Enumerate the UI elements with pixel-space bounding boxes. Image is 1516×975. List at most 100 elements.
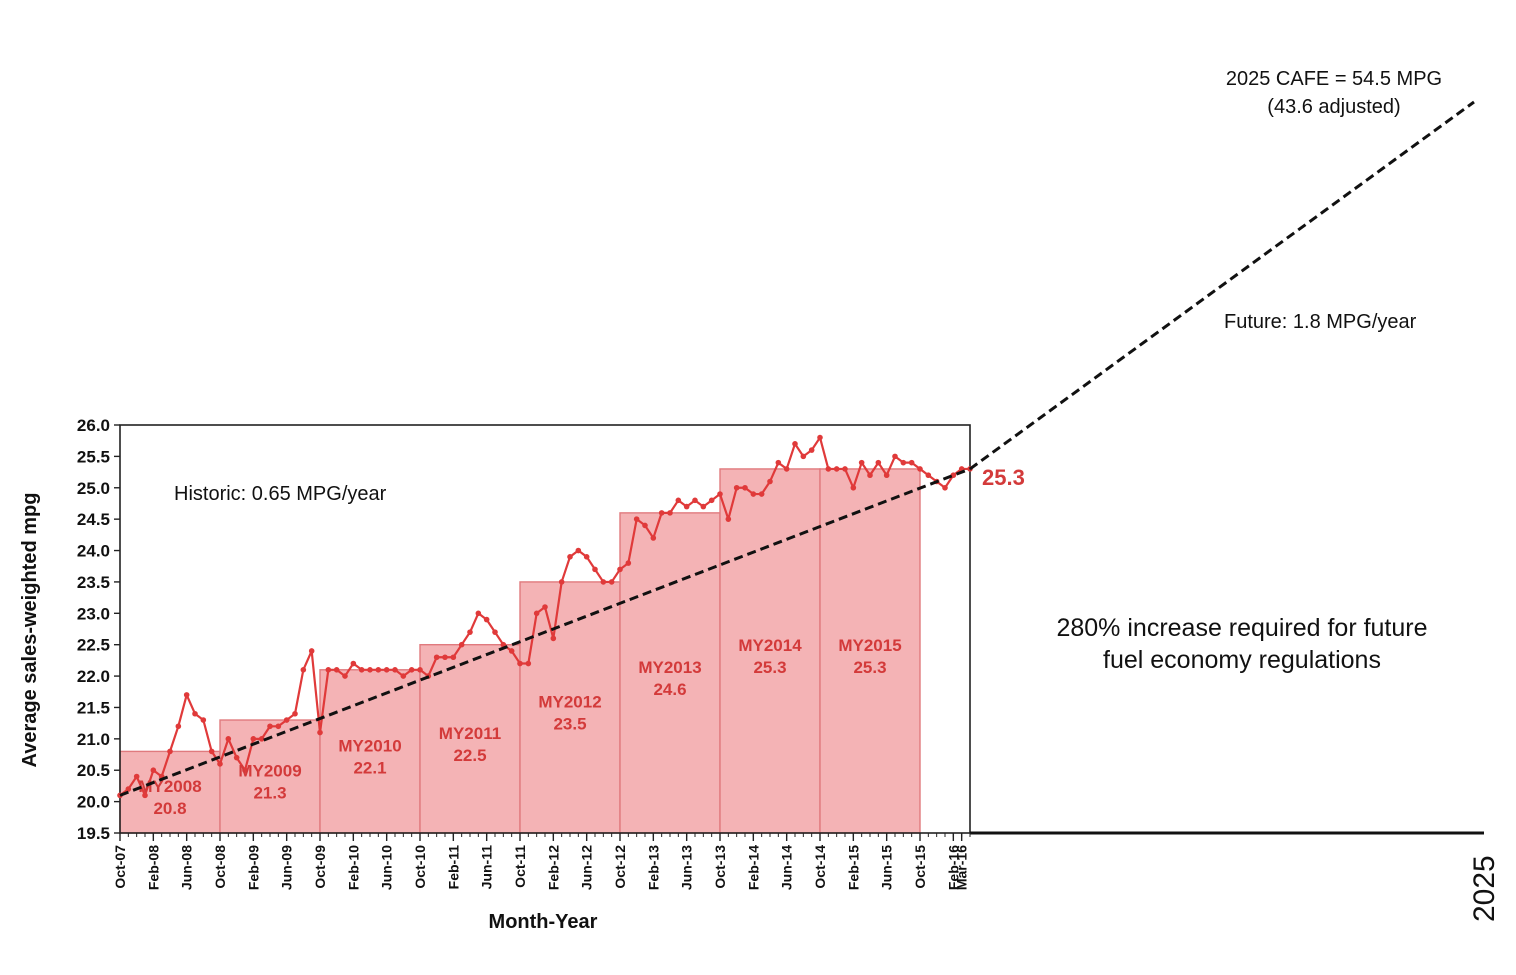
monthly-mpg-point — [250, 736, 257, 742]
monthly-mpg-point — [292, 710, 298, 717]
model-year-name-0: MY2008 — [138, 777, 201, 796]
monthly-mpg-point — [683, 503, 690, 510]
monthly-mpg-series — [117, 434, 973, 799]
model-year-name-2: MY2010 — [338, 736, 401, 755]
model-year-bars — [119, 468, 921, 834]
x-tick-label: Feb-12 — [545, 845, 561, 890]
model-year-name-4: MY2012 — [538, 692, 601, 711]
monthly-mpg-point — [275, 723, 282, 730]
monthly-mpg-point — [533, 610, 540, 617]
monthly-mpg-point — [817, 434, 823, 441]
x-tick-label: Feb-10 — [345, 845, 361, 890]
monthly-mpg-point — [442, 654, 448, 661]
monthly-mpg-point — [900, 459, 907, 466]
future-rate-annotation: Future: 1.8 MPG/year — [1224, 311, 1417, 333]
x-tick-label: Feb-15 — [845, 845, 861, 890]
x-tick-label: Oct-13 — [712, 845, 728, 889]
x-axis: Oct-07 Feb-08 Jun-08 Oct-08 Feb-09 Jun-09 Oct-… — [112, 833, 971, 890]
monthly-mpg-point — [650, 535, 657, 541]
monthly-mpg-point — [833, 466, 840, 472]
monthly-mpg-point — [858, 459, 865, 466]
model-year-value-0: 20.8 — [153, 799, 186, 818]
increase-annotation-line1: 280% increase required for future — [1056, 614, 1427, 642]
monthly-mpg-point — [658, 510, 665, 516]
monthly-mpg-point — [750, 491, 757, 497]
monthly-mpg-point — [408, 667, 415, 673]
y-axis-label: Average sales-weighted mpg — [19, 493, 41, 768]
monthly-mpg-point — [542, 604, 548, 610]
monthly-mpg-point — [725, 516, 732, 522]
monthly-mpg-point — [525, 660, 532, 667]
x-tick-label: Jun-14 — [779, 845, 795, 890]
x-tick-label: Feb-08 — [145, 845, 161, 890]
model-year-value-5: 24.6 — [653, 680, 686, 699]
historic-rate-annotation: Historic: 0.65 MPG/year — [174, 483, 387, 505]
monthly-mpg-point — [142, 792, 148, 799]
monthly-mpg-point — [133, 773, 140, 780]
monthly-mpg-point — [150, 767, 157, 774]
x-tick-label: Oct-11 — [512, 845, 528, 888]
y-tick-label: 26.0 — [77, 416, 110, 435]
monthly-mpg-point — [208, 748, 215, 755]
monthly-mpg-point — [458, 641, 465, 648]
cafe-adjusted-annotation: (43.6 adjusted) — [1267, 96, 1400, 118]
monthly-mpg-point — [708, 497, 715, 504]
monthly-mpg-point — [908, 459, 915, 466]
monthly-mpg-point — [467, 629, 473, 635]
x-tick-label: Mar-16 — [954, 845, 970, 890]
monthly-mpg-point — [400, 673, 407, 679]
model-year-name-3: MY2011 — [439, 724, 501, 743]
y-tick-label: 19.5 — [77, 824, 110, 843]
x-tick-label: Feb-16 — [945, 845, 961, 890]
model-year-value-7: 25.3 — [853, 658, 886, 677]
monthly-mpg-point — [775, 459, 782, 466]
y-tick-label: 20.0 — [77, 793, 110, 812]
monthly-mpg-point — [875, 459, 882, 466]
monthly-mpg-point — [783, 466, 790, 472]
monthly-mpg-point — [808, 447, 815, 453]
model-year-bar-my2008 — [119, 750, 221, 834]
current-value-label: 25.3 — [982, 465, 1025, 490]
monthly-mpg-point — [617, 566, 623, 573]
monthly-mpg-point — [842, 466, 848, 472]
model-year-name-1: MY2009 — [238, 762, 301, 781]
monthly-mpg-point — [825, 466, 832, 472]
x-tick-label: Oct-10 — [412, 845, 428, 889]
cafe-target-annotation: 2025 CAFE = 54.5 MPG — [1226, 68, 1442, 90]
monthly-mpg-point — [892, 453, 898, 460]
monthly-mpg-point — [317, 729, 323, 736]
x-tick-label: Feb-11 — [445, 845, 461, 890]
model-year-name-5: MY2013 — [638, 658, 701, 677]
trend-lines — [119, 100, 1475, 797]
monthly-mpg-point — [200, 717, 207, 723]
monthly-mpg-point — [492, 629, 498, 635]
monthly-mpg-point — [367, 667, 373, 673]
monthly-mpg-point — [192, 710, 198, 717]
monthly-mpg-point — [575, 547, 582, 554]
y-tick-label: 22.0 — [77, 667, 110, 686]
monthly-mpg-point — [558, 579, 565, 585]
monthly-mpg-point — [433, 654, 440, 661]
monthly-mpg-point — [733, 484, 740, 491]
y-axis: 19.5 20.0 20.5 21.0 21.5 22.0 22.5 23.0 23.5 24.0… — [77, 416, 120, 843]
monthly-mpg-point — [308, 648, 315, 654]
monthly-mpg-point — [867, 472, 873, 479]
x-tick-label: Jun-12 — [579, 845, 595, 890]
x-tick-label: Jun-15 — [879, 845, 895, 890]
monthly-mpg-point — [517, 660, 523, 667]
model-year-value-6: 25.3 — [753, 658, 786, 677]
monthly-mpg-point — [483, 616, 490, 623]
x-axis-label: Month-Year — [489, 911, 598, 933]
monthly-mpg-point — [475, 610, 482, 617]
monthly-mpg-point — [608, 579, 615, 585]
x-tick-label: Oct-09 — [312, 845, 328, 889]
future-trend-line — [969, 100, 1475, 471]
x-tick-label: Oct-15 — [912, 845, 928, 889]
y-tick-label: 23.5 — [77, 573, 110, 592]
monthly-mpg-point — [550, 635, 557, 642]
model-year-value-1: 21.3 — [253, 784, 286, 803]
y-tick-label: 21.5 — [77, 698, 110, 717]
monthly-mpg-point — [767, 478, 773, 485]
monthly-mpg-point — [450, 654, 457, 661]
